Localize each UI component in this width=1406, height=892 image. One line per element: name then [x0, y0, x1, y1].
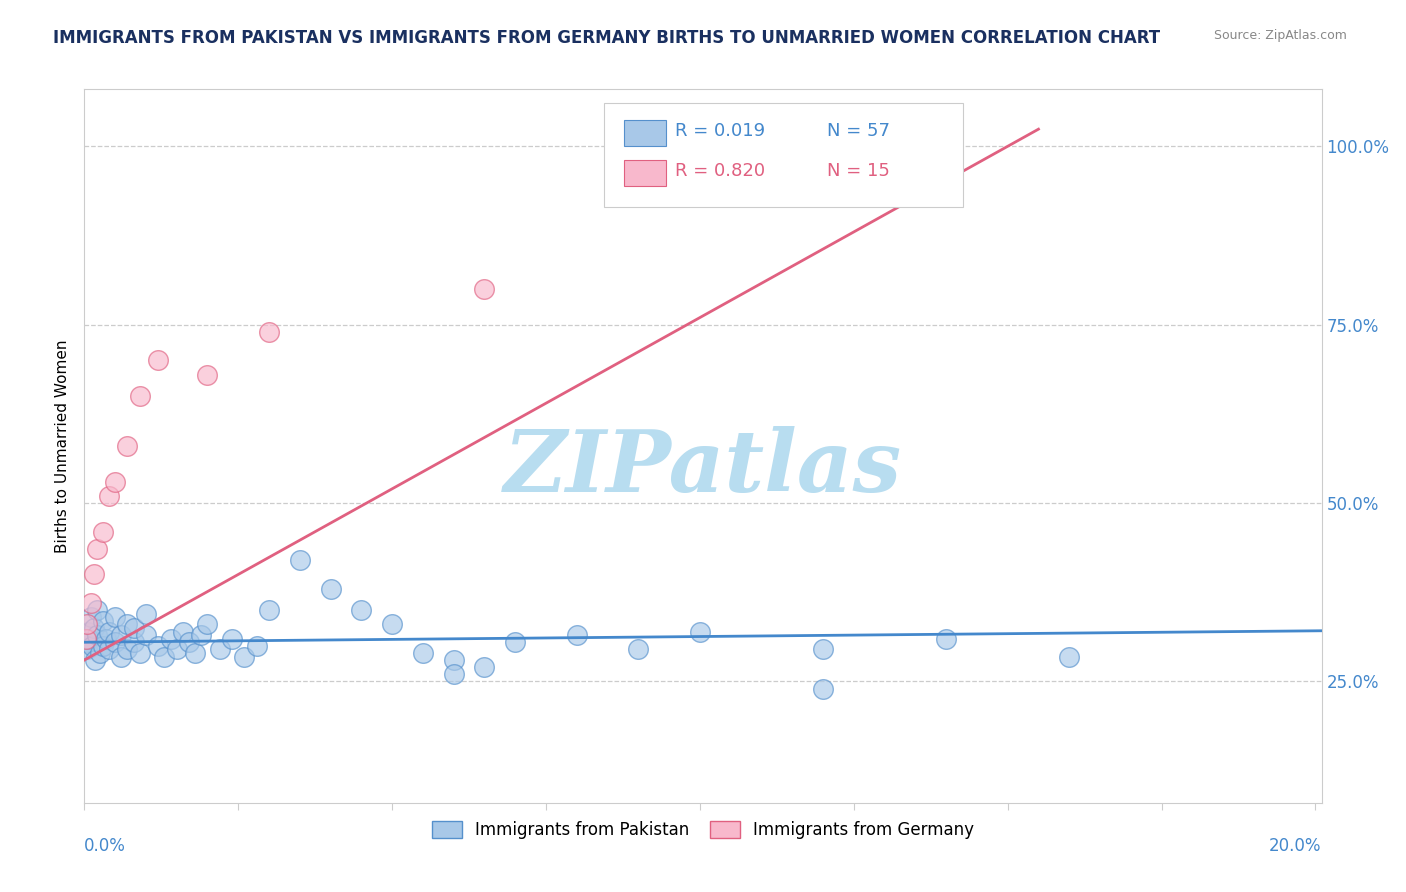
Text: IMMIGRANTS FROM PAKISTAN VS IMMIGRANTS FROM GERMANY BIRTHS TO UNMARRIED WOMEN CO: IMMIGRANTS FROM PAKISTAN VS IMMIGRANTS F… — [53, 29, 1160, 46]
Point — [79, 596, 101, 610]
Legend: Immigrants from Pakistan, Immigrants from Germany: Immigrants from Pakistan, Immigrants fro… — [426, 814, 980, 846]
Point — [166, 642, 188, 657]
Point — [474, 660, 496, 674]
Point — [172, 624, 194, 639]
Point — [128, 646, 150, 660]
Point — [89, 646, 111, 660]
Point — [104, 635, 127, 649]
Point — [128, 389, 150, 403]
Point — [86, 628, 108, 642]
Point — [190, 628, 212, 642]
Point — [257, 325, 280, 339]
Point — [474, 282, 496, 296]
Point — [86, 603, 108, 617]
Point — [177, 635, 200, 649]
Text: ZIPatlas: ZIPatlas — [503, 425, 903, 509]
Text: R = 0.019: R = 0.019 — [675, 122, 765, 140]
Point — [76, 617, 98, 632]
Point — [86, 542, 108, 557]
Point — [91, 614, 114, 628]
Point — [935, 139, 957, 153]
Point — [91, 639, 114, 653]
Text: Source: ZipAtlas.com: Source: ZipAtlas.com — [1213, 29, 1347, 42]
Point — [94, 632, 117, 646]
Point — [184, 646, 207, 660]
Point — [98, 489, 121, 503]
Point — [75, 635, 97, 649]
Point — [98, 624, 121, 639]
Text: N = 15: N = 15 — [827, 162, 890, 180]
Point — [935, 632, 957, 646]
FancyBboxPatch shape — [605, 103, 963, 207]
Point — [233, 649, 256, 664]
Text: 0.0%: 0.0% — [84, 837, 127, 855]
Point — [197, 368, 219, 382]
Point — [77, 624, 100, 639]
Point — [811, 642, 834, 657]
Point — [565, 628, 588, 642]
Point — [83, 621, 105, 635]
Point — [350, 603, 373, 617]
Point — [104, 475, 127, 489]
Point — [1057, 649, 1080, 664]
Point — [208, 642, 231, 657]
Point — [117, 439, 139, 453]
Point — [83, 567, 105, 582]
Point — [91, 524, 114, 539]
Point — [110, 649, 132, 664]
Point — [80, 639, 103, 653]
Point — [76, 642, 98, 657]
Point — [159, 632, 181, 646]
Point — [104, 610, 127, 624]
Point — [122, 621, 145, 635]
Point — [381, 617, 404, 632]
Point — [135, 628, 157, 642]
FancyBboxPatch shape — [624, 120, 666, 145]
Point — [246, 639, 269, 653]
Point — [153, 649, 176, 664]
Text: N = 57: N = 57 — [827, 122, 890, 140]
Point — [811, 681, 834, 696]
Point — [197, 617, 219, 632]
Point — [288, 553, 311, 567]
Point — [257, 603, 280, 617]
Point — [79, 632, 101, 646]
Point — [443, 653, 465, 667]
Point — [221, 632, 243, 646]
Point — [627, 642, 650, 657]
Point — [84, 653, 107, 667]
Point — [135, 607, 157, 621]
Point — [503, 635, 526, 649]
Point — [117, 642, 139, 657]
Point — [319, 582, 342, 596]
Point — [148, 353, 170, 368]
Point — [110, 628, 132, 642]
Point — [75, 632, 97, 646]
FancyBboxPatch shape — [624, 160, 666, 186]
Text: 20.0%: 20.0% — [1270, 837, 1322, 855]
Point — [689, 624, 711, 639]
Point — [443, 667, 465, 681]
Y-axis label: Births to Unmarried Women: Births to Unmarried Women — [55, 339, 70, 553]
Point — [148, 639, 170, 653]
Point — [79, 610, 101, 624]
Point — [117, 617, 139, 632]
Point — [412, 646, 434, 660]
Text: R = 0.820: R = 0.820 — [675, 162, 765, 180]
Point — [98, 642, 121, 657]
Point — [122, 635, 145, 649]
